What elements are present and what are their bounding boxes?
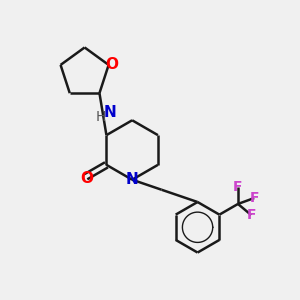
Text: O: O: [80, 171, 93, 186]
Text: F: F: [249, 191, 259, 205]
Text: F: F: [246, 208, 256, 222]
Text: F: F: [233, 180, 243, 194]
Text: H: H: [95, 110, 106, 124]
Text: N: N: [126, 172, 139, 187]
Text: O: O: [106, 57, 119, 72]
Text: N: N: [104, 105, 117, 120]
